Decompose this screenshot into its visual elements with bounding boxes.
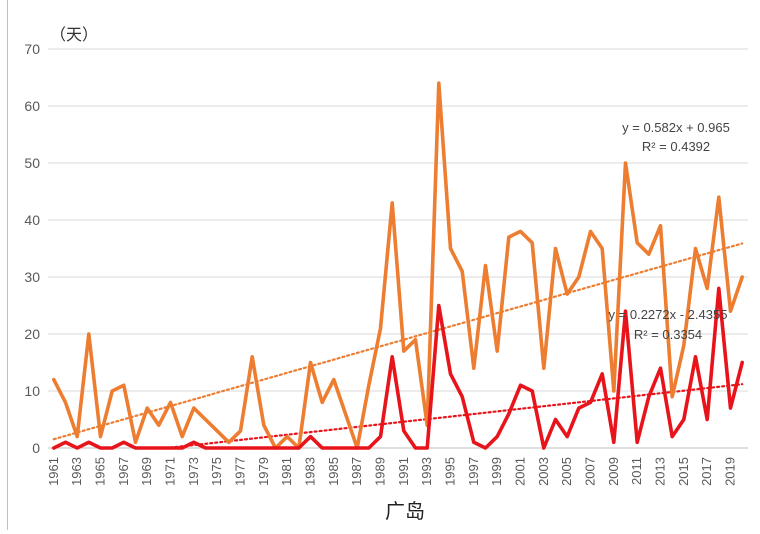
trend-equation-orange-eq: y = 0.582x + 0.965	[622, 120, 730, 135]
x-tick-label: 1995	[443, 457, 458, 486]
x-tick-label: 1973	[186, 457, 201, 486]
trendline-1	[169, 383, 744, 449]
frame-left-border	[7, 0, 8, 530]
y-tick-label: 20	[24, 326, 40, 342]
y-tick-label: 60	[24, 98, 40, 114]
x-tick-label: 1967	[116, 457, 131, 486]
y-tick-label: 0	[32, 440, 40, 456]
y-tick-label: 40	[24, 212, 40, 228]
y-tick-label: 70	[24, 41, 40, 57]
x-tick-label: 1981	[279, 457, 294, 486]
y-axis-label: （天）	[50, 26, 98, 44]
x-tick-label: 1993	[419, 457, 434, 486]
x-tick-label: 1971	[163, 457, 178, 486]
trend-equation-orange-r2: R² = 0.4392	[642, 139, 710, 154]
trend-equation-red-eq: y = 0.2272x - 2.4355	[609, 307, 728, 322]
x-tick-label: 2005	[559, 457, 574, 486]
y-tick-label: 10	[24, 383, 40, 399]
x-tick-label: 1997	[466, 457, 481, 486]
series-line-0	[51, 81, 745, 450]
x-tick-label: 2013	[653, 457, 668, 486]
x-tick-label: 2011	[629, 457, 644, 485]
trend-equation-orange: y = 0.582x + 0.965 R² = 0.4392	[622, 120, 730, 154]
x-tick-label: 1983	[303, 457, 318, 486]
x-tick-label: 1989	[373, 457, 388, 486]
x-tick-label: 2019	[723, 457, 738, 486]
y-tick-label: 30	[24, 269, 40, 285]
x-tick-label: 2003	[536, 457, 551, 486]
series-line-1	[51, 286, 745, 450]
x-tick-label: 1985	[326, 457, 341, 486]
x-tick-label: 1987	[349, 457, 364, 486]
x-tick-label: 2001	[513, 457, 528, 486]
x-tick-label: 2017	[699, 457, 714, 486]
x-tick-label: 1963	[69, 457, 84, 486]
x-tick-label: 1969	[139, 457, 154, 486]
x-tick-label: 2009	[606, 457, 621, 486]
x-tick-label: 1977	[233, 457, 248, 486]
x-tick-label: 1999	[489, 457, 504, 486]
y-tick-labels: 0 10 20 30 40 50 60 70	[24, 41, 40, 456]
trend-equation-red: y = 0.2272x - 2.4355 R² = 0.3354	[609, 307, 728, 342]
series-lines	[51, 81, 745, 450]
x-tick-label: 2007	[583, 457, 598, 486]
x-tick-label: 1975	[209, 457, 224, 486]
x-tick-label: 1965	[93, 457, 108, 486]
x-axis-label: 广岛	[385, 500, 425, 523]
trend-equation-red-r2: R² = 0.3354	[634, 327, 702, 342]
x-tick-label: 2015	[676, 457, 691, 486]
y-tick-label: 50	[24, 155, 40, 171]
x-tick-label: 1979	[256, 457, 271, 486]
x-tick-label: 1991	[396, 457, 411, 486]
x-tick-label: 1961	[46, 457, 61, 486]
x-tick-labels: 1961 1963 1965 1967 1969 1971 1973 1975 1977 1979…	[46, 457, 738, 486]
